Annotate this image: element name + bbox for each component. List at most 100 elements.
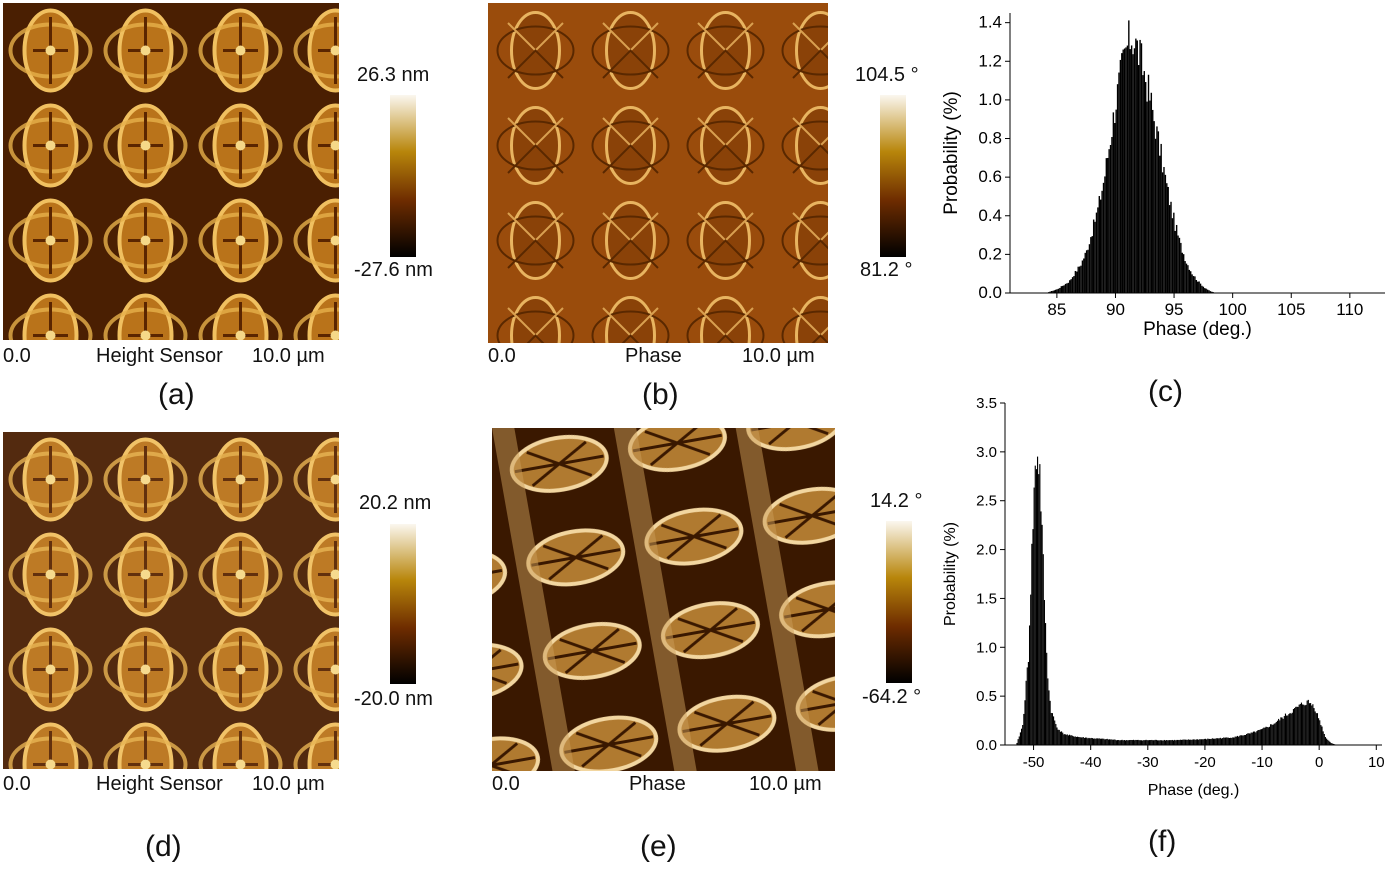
histogram-c-svg: 85 90 95 100 105 110 0.0 0.2 0.4 0.6 0.8 1.0 1.2 1.4 P…	[941, 13, 1385, 340]
histogram-bar	[1082, 737, 1084, 745]
histogram-bar	[1051, 713, 1053, 745]
histogram-bar	[1046, 652, 1048, 745]
histogram-bar	[1112, 112, 1115, 293]
histogram-bar	[1275, 722, 1277, 745]
histogram-bar	[1057, 729, 1059, 745]
histogram-bar	[1207, 738, 1209, 745]
histogram-bar	[1158, 740, 1160, 745]
histogram-bar	[1136, 40, 1138, 293]
histogram-bar	[1040, 511, 1042, 745]
histogram-bar	[1298, 704, 1300, 745]
histogram-bar	[1139, 740, 1141, 745]
y-axis-label: Probability (%)	[941, 91, 962, 215]
histogram-bar	[1323, 733, 1325, 745]
histogram-bar	[1259, 729, 1261, 745]
histogram-bar	[1081, 737, 1083, 745]
histogram-bar	[1209, 738, 1211, 745]
histogram-bar	[1070, 279, 1072, 293]
histogram-bar	[1048, 690, 1050, 745]
histogram-bar	[1201, 739, 1203, 745]
x-tick-label: 90	[1106, 300, 1125, 319]
histogram-bar	[1315, 713, 1317, 745]
histogram-bar	[1099, 738, 1101, 745]
histogram-bar	[1200, 739, 1202, 745]
histogram-bar	[1306, 700, 1308, 745]
histogram-bar	[1295, 706, 1297, 745]
histogram-bar	[1238, 736, 1240, 745]
histogram-bar	[1161, 740, 1163, 745]
histogram-bar	[1319, 720, 1321, 745]
x-tick-label: -10	[1251, 754, 1273, 771]
histogram-bar	[1173, 212, 1175, 293]
histogram-bar	[1288, 714, 1290, 745]
histogram-bar	[1194, 739, 1196, 745]
caption-a: (a)	[158, 378, 195, 411]
histogram-bar	[1175, 224, 1178, 293]
histogram-bar	[1096, 738, 1098, 745]
histogram-bar	[1228, 737, 1231, 745]
histogram-bar	[1280, 717, 1282, 745]
histogram-bar	[1249, 733, 1251, 745]
histogram-bar	[1148, 740, 1151, 745]
histogram-bar	[1017, 739, 1019, 745]
histogram-bar	[1031, 543, 1033, 745]
histogram-bar	[1059, 731, 1061, 745]
histogram-bar	[1170, 201, 1172, 293]
histogram-bar	[1160, 143, 1162, 293]
histogram-bar	[1265, 726, 1267, 745]
histogram-bar	[1287, 715, 1289, 745]
histogram-bar	[1065, 734, 1067, 745]
histogram-bar	[1024, 700, 1026, 745]
histogram-bar	[1134, 740, 1136, 745]
histogram-bar	[1307, 699, 1309, 745]
histogram-bar	[1120, 740, 1122, 745]
caption-c: (c)	[1148, 375, 1183, 408]
x-axis-label: Phase (deg.)	[1143, 319, 1252, 340]
axis-a-right: 10.0 µm	[252, 345, 325, 367]
histogram-bar	[1290, 713, 1292, 745]
histogram-bar	[1226, 737, 1228, 745]
histogram-bar	[1097, 207, 1099, 293]
histogram-bar	[1294, 708, 1296, 745]
histogram-bar	[1094, 738, 1096, 745]
x-tick-label: 105	[1277, 300, 1305, 319]
caption-e: (e)	[640, 830, 677, 863]
histogram-bar	[1331, 743, 1333, 745]
histogram-bar	[1164, 174, 1167, 293]
histogram-bar	[1171, 218, 1174, 293]
histogram-bar	[1035, 469, 1037, 745]
histogram-bar	[1222, 738, 1224, 745]
histogram-bar	[1214, 738, 1216, 745]
histogram-bar	[1049, 291, 1051, 293]
histogram-bar	[1020, 728, 1023, 745]
histogram-bar	[1239, 735, 1241, 745]
histogram-bar	[1143, 740, 1145, 745]
histogram-bar	[1218, 738, 1220, 745]
histogram-bar	[1086, 737, 1088, 745]
histogram-f: -50 -40 -30 -20 -10 0 10 0.0 0.5 1.0 1.5 2.0 2.5 3.0 3…	[935, 393, 1390, 813]
histogram-bar	[1161, 172, 1164, 293]
histogram-bar	[1283, 716, 1285, 745]
histogram-bar	[1274, 723, 1276, 745]
histogram-bar	[1152, 740, 1154, 745]
afm-image-b	[488, 3, 828, 343]
y-tick-label: 1.0	[978, 90, 1002, 109]
histogram-bar	[1320, 725, 1322, 745]
histogram-bar	[1227, 737, 1229, 745]
histogram-bar	[1116, 84, 1119, 294]
histogram-bar	[1272, 724, 1274, 745]
histogram-bar	[1146, 740, 1148, 745]
histogram-bar	[1084, 252, 1086, 293]
histogram-bar	[1203, 738, 1205, 745]
histogram-bar	[1023, 713, 1025, 745]
histogram-bar	[1111, 137, 1113, 293]
histogram-bar	[1042, 554, 1044, 745]
histogram-bar	[1211, 738, 1213, 745]
histogram-bar	[1018, 736, 1020, 745]
histogram-bar	[1201, 285, 1203, 293]
histogram-bar	[1122, 49, 1124, 294]
histogram-bar	[1116, 740, 1119, 745]
y-tick-label: 2.0	[976, 542, 997, 559]
histogram-bar	[1064, 734, 1066, 745]
histogram-bar	[1104, 739, 1106, 745]
